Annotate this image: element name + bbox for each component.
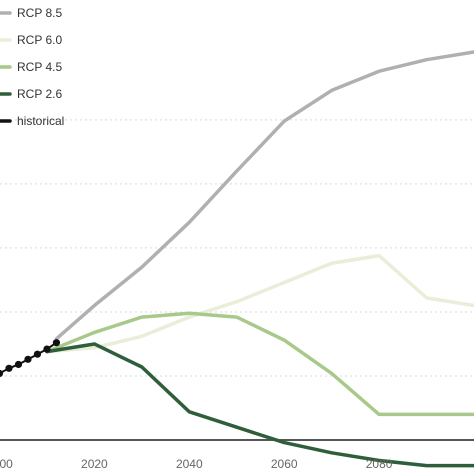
legend-label-historical: historical [17, 114, 64, 128]
legend-label-rcp-4-5: RCP 4.5 [17, 60, 62, 74]
series-layer [0, 50, 474, 468]
point-historical-7 [52, 339, 61, 347]
point-historical-5 [33, 350, 42, 358]
x-tick-label-0: 2000 [0, 457, 13, 471]
legend-label-rcp-2-6: RCP 2.6 [17, 87, 62, 101]
point-historical-1 [0, 369, 4, 377]
x-tick-label-3: 2060 [271, 457, 298, 471]
point-historical-3 [14, 360, 23, 369]
x-tick-label-2: 2040 [176, 457, 203, 471]
point-historical-4 [24, 355, 32, 363]
series-line-rcp-6-0 [45, 253, 474, 354]
x-tick-layer: 2000 2020 2040 2060 2080 [0, 457, 393, 471]
x-tick-label-4: 2080 [366, 457, 393, 471]
legend-label-rcp-6-0: RCP 6.0 [17, 33, 62, 47]
grid-layer [0, 119, 474, 377]
legend: RCP 8.5 RCP 6.0 RCP 4.5 RCP 2.6 historical [0, 6, 64, 128]
series-line-rcp-4-5 [45, 311, 474, 417]
point-historical-6 [43, 345, 51, 353]
legend-label-rcp-8-5: RCP 8.5 [17, 6, 62, 20]
series-line-rcp-2-6 [45, 342, 474, 468]
series-line-rcp-8-5 [54, 50, 474, 341]
x-tick-label-1: 2020 [81, 457, 108, 471]
point-historical-2 [5, 364, 13, 372]
